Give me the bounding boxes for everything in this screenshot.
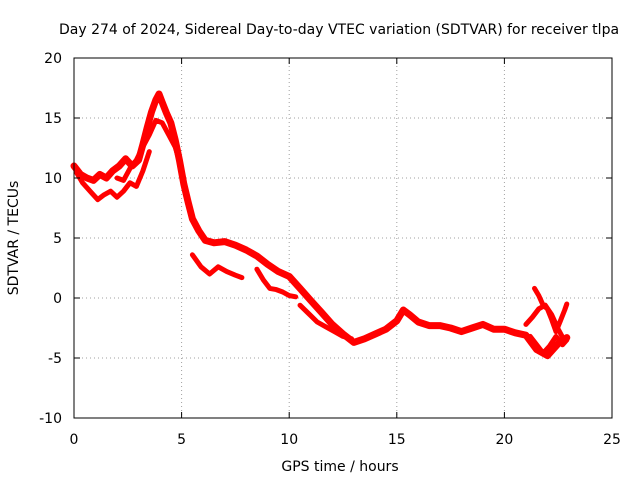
tick-layer: 0 5 10 15 20 25 -10 -5 0 5 10 15 20 — [39, 51, 621, 448]
series-line-5 — [254, 266, 299, 300]
series-line-9 — [527, 333, 570, 356]
y-tick-label: -10 — [39, 411, 62, 427]
chart-title: Day 274 of 2024, Sidereal Day-to-day VTE… — [59, 22, 619, 38]
series-line-2 — [73, 149, 152, 203]
y-tick-label: 10 — [44, 171, 62, 187]
y-axis-label: SDTVAR / TECUs — [6, 181, 22, 296]
y-tick-label: -5 — [48, 351, 62, 367]
series-line-3 — [114, 117, 180, 183]
x-tick-label: 5 — [177, 432, 186, 448]
series-line-4 — [189, 252, 245, 281]
x-axis-label: GPS time / hours — [281, 459, 398, 475]
x-tick-label: 25 — [603, 432, 621, 448]
x-tick-label: 0 — [70, 432, 79, 448]
grid-layer — [74, 58, 612, 418]
y-tick-label: 0 — [53, 291, 62, 307]
y-tick-label: 5 — [53, 231, 62, 247]
y-tick-label: 15 — [44, 111, 62, 127]
y-tick-label: 20 — [44, 51, 62, 67]
x-tick-label: 10 — [280, 432, 298, 448]
series-line-8 — [532, 285, 570, 335]
x-tick-label: 20 — [495, 432, 513, 448]
series-layer — [70, 90, 571, 360]
series-line-6 — [297, 302, 355, 342]
x-tick-label: 15 — [388, 432, 406, 448]
